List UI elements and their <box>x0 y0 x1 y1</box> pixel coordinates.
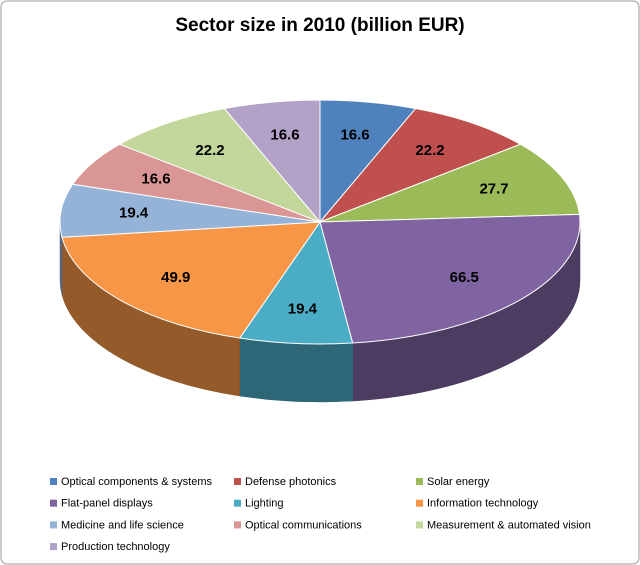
slice <box>319 213 581 344</box>
legend-swatch <box>50 478 57 485</box>
data-label: 16.6 <box>340 127 369 144</box>
legend-swatch <box>50 499 57 507</box>
data-label: 22.2 <box>415 142 444 159</box>
legend-label: Information technology <box>427 498 539 510</box>
legend-label: Production technology <box>61 541 170 553</box>
slice <box>59 183 321 238</box>
legend-swatch <box>234 521 241 529</box>
legend-swatch <box>234 478 241 485</box>
legend-swatch <box>234 499 241 507</box>
slice <box>319 143 581 223</box>
legend-swatch <box>416 499 423 507</box>
legend-label: Medicine and life science <box>61 519 184 531</box>
slice <box>319 107 522 223</box>
legend-label: Defense photonics <box>245 476 337 488</box>
data-label: 16.6 <box>270 127 299 144</box>
data-label: 22.2 <box>195 142 224 159</box>
data-label: 19.4 <box>119 205 149 222</box>
legend-label: Optical communications <box>245 519 362 531</box>
slice <box>118 107 321 223</box>
slice <box>223 99 321 224</box>
slice-side <box>239 337 353 403</box>
slice <box>61 221 321 339</box>
chart-title: Sector size in 2010 (billion EUR) <box>175 15 464 36</box>
legend-swatch <box>416 521 423 529</box>
data-label: 66.5 <box>450 269 479 286</box>
legend-label: Lighting <box>245 498 284 510</box>
data-label: 16.6 <box>141 171 170 188</box>
data-label: 27.7 <box>479 181 508 198</box>
data-label: 49.9 <box>161 269 190 286</box>
legend-label: Measurement & automated vision <box>427 519 591 531</box>
legend-swatch <box>50 521 57 529</box>
data-label: 19.4 <box>288 300 318 317</box>
legend-label: Solar energy <box>427 476 490 488</box>
legend-swatch <box>416 478 423 485</box>
legend-label: Flat-panel displays <box>61 498 153 510</box>
legend-swatch <box>50 543 57 551</box>
slice <box>238 220 354 345</box>
legend-label: Optical components & systems <box>61 476 213 488</box>
